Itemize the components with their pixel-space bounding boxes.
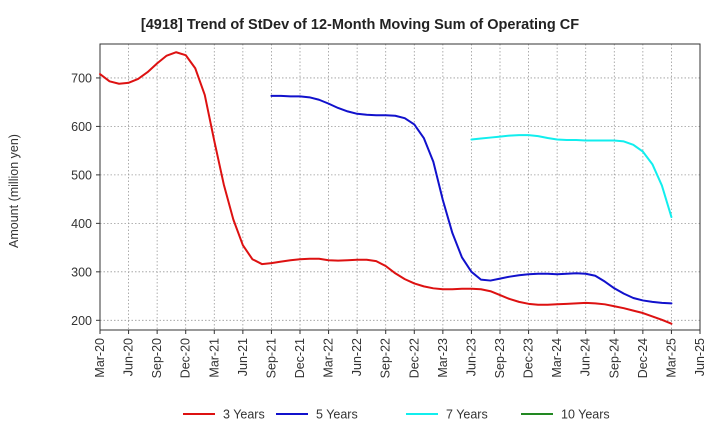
x-tick-label: Jun-23 [464, 338, 478, 376]
x-tick-label: Sep-20 [150, 338, 164, 378]
x-tick-label: Mar-25 [664, 338, 678, 378]
x-tick-labels: Mar-20 Jun-20 Sep-20 Dec-20 Mar-21 Jun-21 Sep-… [93, 330, 707, 378]
y-tick-labels: 200 300 400 500 600 700 [71, 71, 100, 328]
x-tick-label: Jun-21 [236, 338, 250, 376]
plot-area-border [99, 43, 701, 331]
y-tick-label: 700 [71, 71, 92, 85]
x-tick-label: Sep-23 [493, 338, 507, 378]
y-tick-label: 400 [71, 217, 92, 231]
x-tick-label: Sep-22 [379, 338, 393, 378]
legend-label: 7 Years [446, 408, 488, 422]
x-tick-label: Sep-21 [264, 338, 278, 378]
x-tick-label: Jun-22 [350, 338, 364, 376]
x-tick-label: Sep-24 [607, 338, 621, 378]
legend-label: 5 Years [316, 408, 358, 422]
y-tick-label: 200 [71, 314, 92, 328]
x-tick-label: Dec-22 [407, 338, 421, 378]
x-tick-label: Mar-21 [207, 338, 221, 378]
series-line-7-years [470, 134, 673, 219]
chart-title: [4918] Trend of StDev of 12-Month Moving… [141, 17, 579, 33]
x-tick-label: Dec-23 [522, 338, 536, 378]
y-tick-label: 500 [71, 168, 92, 182]
plot-frame [99, 43, 701, 331]
y-tick-label: 300 [71, 265, 92, 279]
x-tick-label: Dec-24 [636, 338, 650, 378]
y-tick-label: 600 [71, 120, 92, 134]
x-tick-label: Mar-24 [550, 338, 564, 378]
y-axis-label: Amount (million yen) [7, 134, 21, 248]
x-tick-label: Mar-22 [322, 338, 336, 378]
x-tick-label: Mar-20 [93, 338, 107, 378]
series-lines [99, 51, 673, 325]
legend: 3 Years 5 Years 7 Years 10 Years [183, 408, 610, 422]
x-tick-label: Dec-20 [179, 338, 193, 378]
x-tick-label: Mar-23 [436, 338, 450, 378]
x-tick-label: Jun-24 [579, 338, 593, 376]
x-tick-label: Jun-20 [122, 338, 136, 376]
grid-lines [100, 44, 700, 330]
series-line-5-years [270, 94, 673, 305]
legend-label: 3 Years [223, 408, 265, 422]
x-tick-label: Jun-25 [693, 338, 707, 376]
series-line-3-years [99, 51, 673, 325]
legend-label: 10 Years [561, 408, 610, 422]
x-tick-label: Dec-21 [293, 338, 307, 378]
